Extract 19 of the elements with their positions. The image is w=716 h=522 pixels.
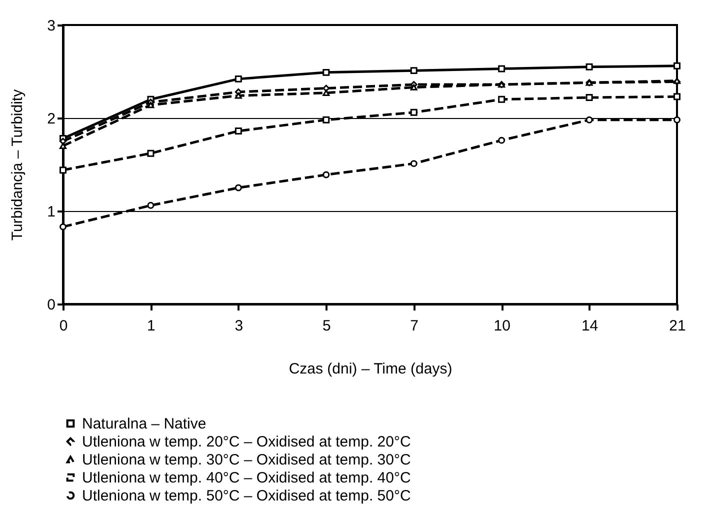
x-tick-label: 7 — [410, 318, 419, 334]
x-tick-label: 5 — [322, 318, 331, 334]
x-axis-title: Czas (dni) – Time (days) — [288, 360, 452, 378]
y-tick-label: 0 — [47, 296, 56, 314]
x-tick-label: 0 — [59, 318, 68, 334]
x-tick-label: 21 — [669, 318, 686, 334]
x-tick-label: 14 — [581, 318, 598, 334]
y-tick-label: 3 — [47, 18, 56, 34]
legend-label: Naturalna – Native — [82, 416, 206, 432]
x-tick-label: 3 — [234, 318, 244, 334]
y-tick-label: 1 — [47, 204, 56, 220]
x-tick-label: 10 — [494, 318, 510, 334]
legend-label: Utleniona w temp. 20°C – Oxidised at temp. 20°C — [82, 434, 411, 450]
y-tick-label: 2 — [47, 110, 56, 128]
legend-label: Utleniona w temp. 40°C – Oxidised at temp. 40°C — [82, 470, 411, 486]
legend-label: Utleniona w temp. 50°C – Oxidised at temp. 50°C — [82, 488, 411, 504]
legend-label: Utleniona w temp. 30°C – Oxidised at temp. 30°C — [82, 452, 411, 468]
x-tick-label: 1 — [147, 318, 156, 334]
y-axis-title: Turbidancja – Turbidity — [9, 88, 26, 241]
